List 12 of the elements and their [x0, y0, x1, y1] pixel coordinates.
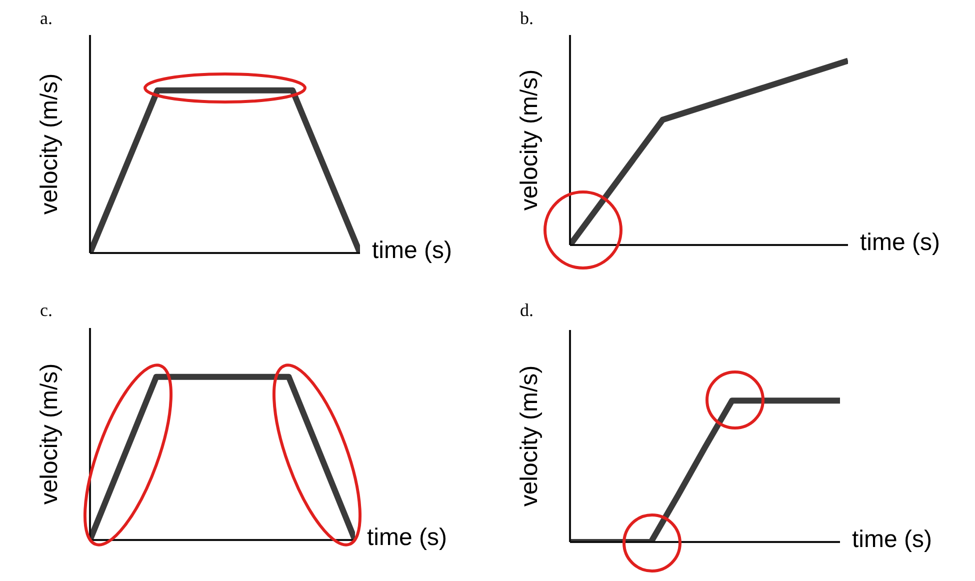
chart-title: a.	[40, 8, 52, 29]
chart-title: d.	[520, 300, 534, 321]
x-axis-title: time (s)	[372, 237, 452, 265]
x-axis-title: time (s)	[367, 524, 447, 552]
x-axis-title: time (s)	[852, 526, 932, 554]
y-axis-title: velocity (m/s)	[36, 363, 64, 505]
y-axis-title: velocity (m/s)	[36, 73, 64, 215]
y-axis-title: velocity (m/s)	[516, 365, 544, 507]
chart-title: c.	[40, 300, 52, 321]
y-axis-title: velocity (m/s)	[516, 69, 544, 211]
x-axis-title: time (s)	[860, 229, 940, 257]
chart-title: b.	[520, 8, 534, 29]
